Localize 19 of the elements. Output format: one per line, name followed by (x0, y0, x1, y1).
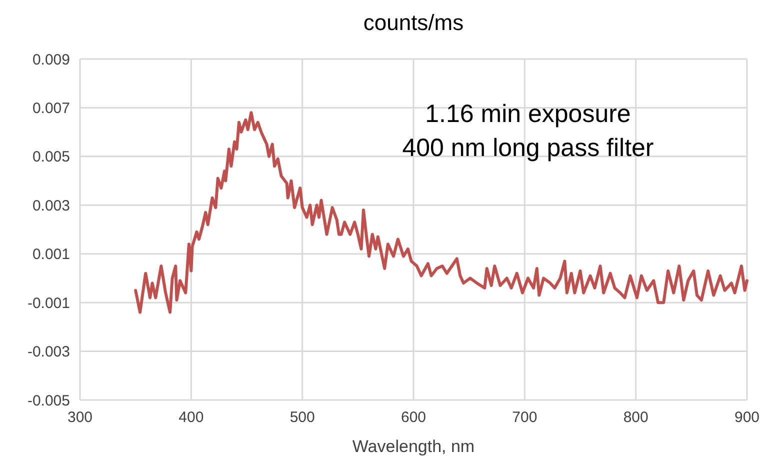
y-tick-label: -0.005 (27, 392, 70, 410)
y-tick-label: 0.005 (32, 148, 70, 166)
x-tick-label: 400 (178, 409, 204, 426)
y-tick-label: 0.009 (32, 51, 70, 68)
annotation: 400 nm long pass filter (402, 134, 654, 162)
x-axis-title: Wavelength, nm (352, 437, 475, 456)
x-tick-label: 500 (290, 409, 315, 426)
y-tick-label: -0.003 (27, 344, 70, 361)
y-tick-label: 0.001 (32, 246, 70, 264)
annotation: 1.16 min exposure (425, 100, 631, 128)
chart-title: counts/ms (363, 10, 464, 35)
x-tick-label: 700 (512, 409, 538, 426)
x-tick-label: 900 (734, 409, 760, 426)
x-tick-label: 800 (623, 409, 648, 426)
y-tick-label: -0.001 (27, 294, 70, 312)
x-tick-label: 600 (400, 409, 426, 426)
y-tick-label: 0.007 (32, 100, 70, 117)
y-tick-label: 0.003 (32, 197, 70, 214)
x-tick-label: 300 (67, 409, 93, 426)
